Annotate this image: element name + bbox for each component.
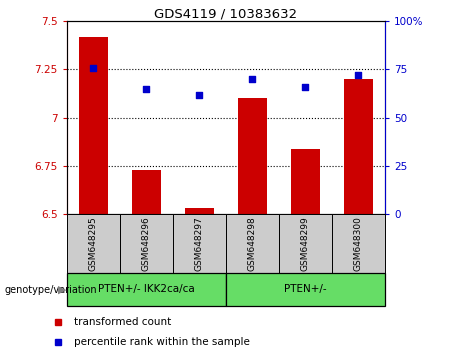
Point	[355, 73, 362, 78]
Bar	[279, 214, 332, 273]
Bar	[132, 170, 161, 214]
Point	[195, 92, 203, 97]
Bar	[291, 149, 320, 214]
Text: PTEN+/-: PTEN+/-	[284, 284, 327, 295]
Bar	[238, 98, 267, 214]
Bar	[173, 214, 226, 273]
Bar	[79, 37, 108, 214]
Bar	[67, 214, 120, 273]
Text: percentile rank within the sample: percentile rank within the sample	[74, 337, 249, 347]
Text: genotype/variation: genotype/variation	[5, 285, 97, 295]
Text: ▶: ▶	[58, 285, 66, 295]
Bar	[67, 273, 226, 306]
Text: PTEN+/- IKK2ca/ca: PTEN+/- IKK2ca/ca	[98, 284, 195, 295]
Text: transformed count: transformed count	[74, 318, 171, 327]
Text: GSM648299: GSM648299	[301, 216, 310, 271]
Bar	[332, 214, 385, 273]
Bar	[185, 209, 214, 214]
Bar	[120, 214, 173, 273]
Title: GDS4119 / 10383632: GDS4119 / 10383632	[154, 7, 297, 20]
Text: GSM648298: GSM648298	[248, 216, 257, 271]
Text: GSM648295: GSM648295	[89, 216, 98, 271]
Point	[249, 76, 256, 82]
Text: GSM648297: GSM648297	[195, 216, 204, 271]
Text: GSM648296: GSM648296	[142, 216, 151, 271]
Point	[301, 84, 309, 90]
Bar	[344, 79, 373, 214]
Bar	[226, 273, 385, 306]
Bar	[226, 214, 279, 273]
Point	[89, 65, 97, 70]
Text: GSM648300: GSM648300	[354, 216, 363, 271]
Point	[142, 86, 150, 92]
